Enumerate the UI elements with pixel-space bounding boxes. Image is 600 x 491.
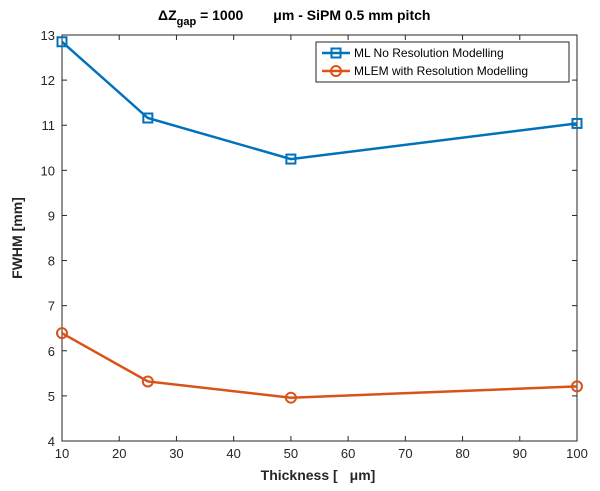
data-point [284,391,297,404]
data-point [571,117,583,129]
legend: ML No Resolution Modelling MLEM with Reso… [315,41,570,83]
title-subscript: gap [177,16,197,28]
legend-entry-2: MLEM with Resolution Modelling [322,64,528,78]
series-line [61,40,578,161]
legend-label: MLEM with Resolution Modelling [354,64,528,78]
data-point [142,112,154,124]
x-tick-label: 50 [284,446,298,461]
x-axis-ticks: 10 20 30 40 50 60 70 80 90 100 [55,35,588,461]
y-tick-label: 6 [48,344,55,359]
data-point [56,327,68,340]
y-tick-label: 11 [42,118,56,133]
y-tick-label: 12 [41,73,55,88]
legend-box [315,41,570,83]
legend-marker [330,47,342,59]
legend-marker [330,65,342,77]
y-tick-label: 10 [41,163,55,178]
legend-entry-1: ML No Resolution Modelling [322,46,504,60]
title-value: = 1000 [196,7,243,23]
series-2 [56,327,583,404]
title-delta: ΔZ [158,7,177,23]
x-axis-label-prefix: Thickness [ [261,467,338,483]
x-axis-label: Thickness [ μm] [261,467,376,483]
y-tick-label: 5 [48,389,55,404]
x-tick-label: 70 [398,446,412,461]
series-layer [56,36,583,404]
data-point [285,153,297,165]
y-tick-label: 13 [41,28,55,43]
series-1 [56,36,583,165]
x-tick-label: 30 [169,446,183,461]
y-tick-label: 7 [48,299,55,314]
y-axis-ticks: 4 5 6 7 8 9 10 11 12 13 [41,28,577,449]
x-tick-label: 80 [455,446,469,461]
data-point [56,36,68,48]
y-tick-label: 9 [48,208,55,223]
legend-label: ML No Resolution Modelling [354,46,504,60]
chart-title: ΔZgap = 1000 μm - SiPM 0.5 mm pitch [158,7,430,28]
title-unit: μm - SiPM 0.5 mm pitch [273,7,430,23]
x-tick-label: 100 [566,446,588,461]
x-tick-label: 60 [341,446,355,461]
y-tick-label: 8 [48,254,55,269]
data-point [571,380,583,393]
x-tick-label: 90 [513,446,527,461]
y-axis-label: FWHM [mm] [9,197,25,279]
x-tick-label: 40 [226,446,240,461]
data-point [141,375,154,388]
series-line [61,332,578,399]
plot-area [61,34,578,442]
x-tick-label: 20 [112,446,126,461]
x-axis-label-unit: μm] [350,467,376,483]
x-tick-label: 10 [55,446,69,461]
y-tick-label: 4 [48,434,55,449]
